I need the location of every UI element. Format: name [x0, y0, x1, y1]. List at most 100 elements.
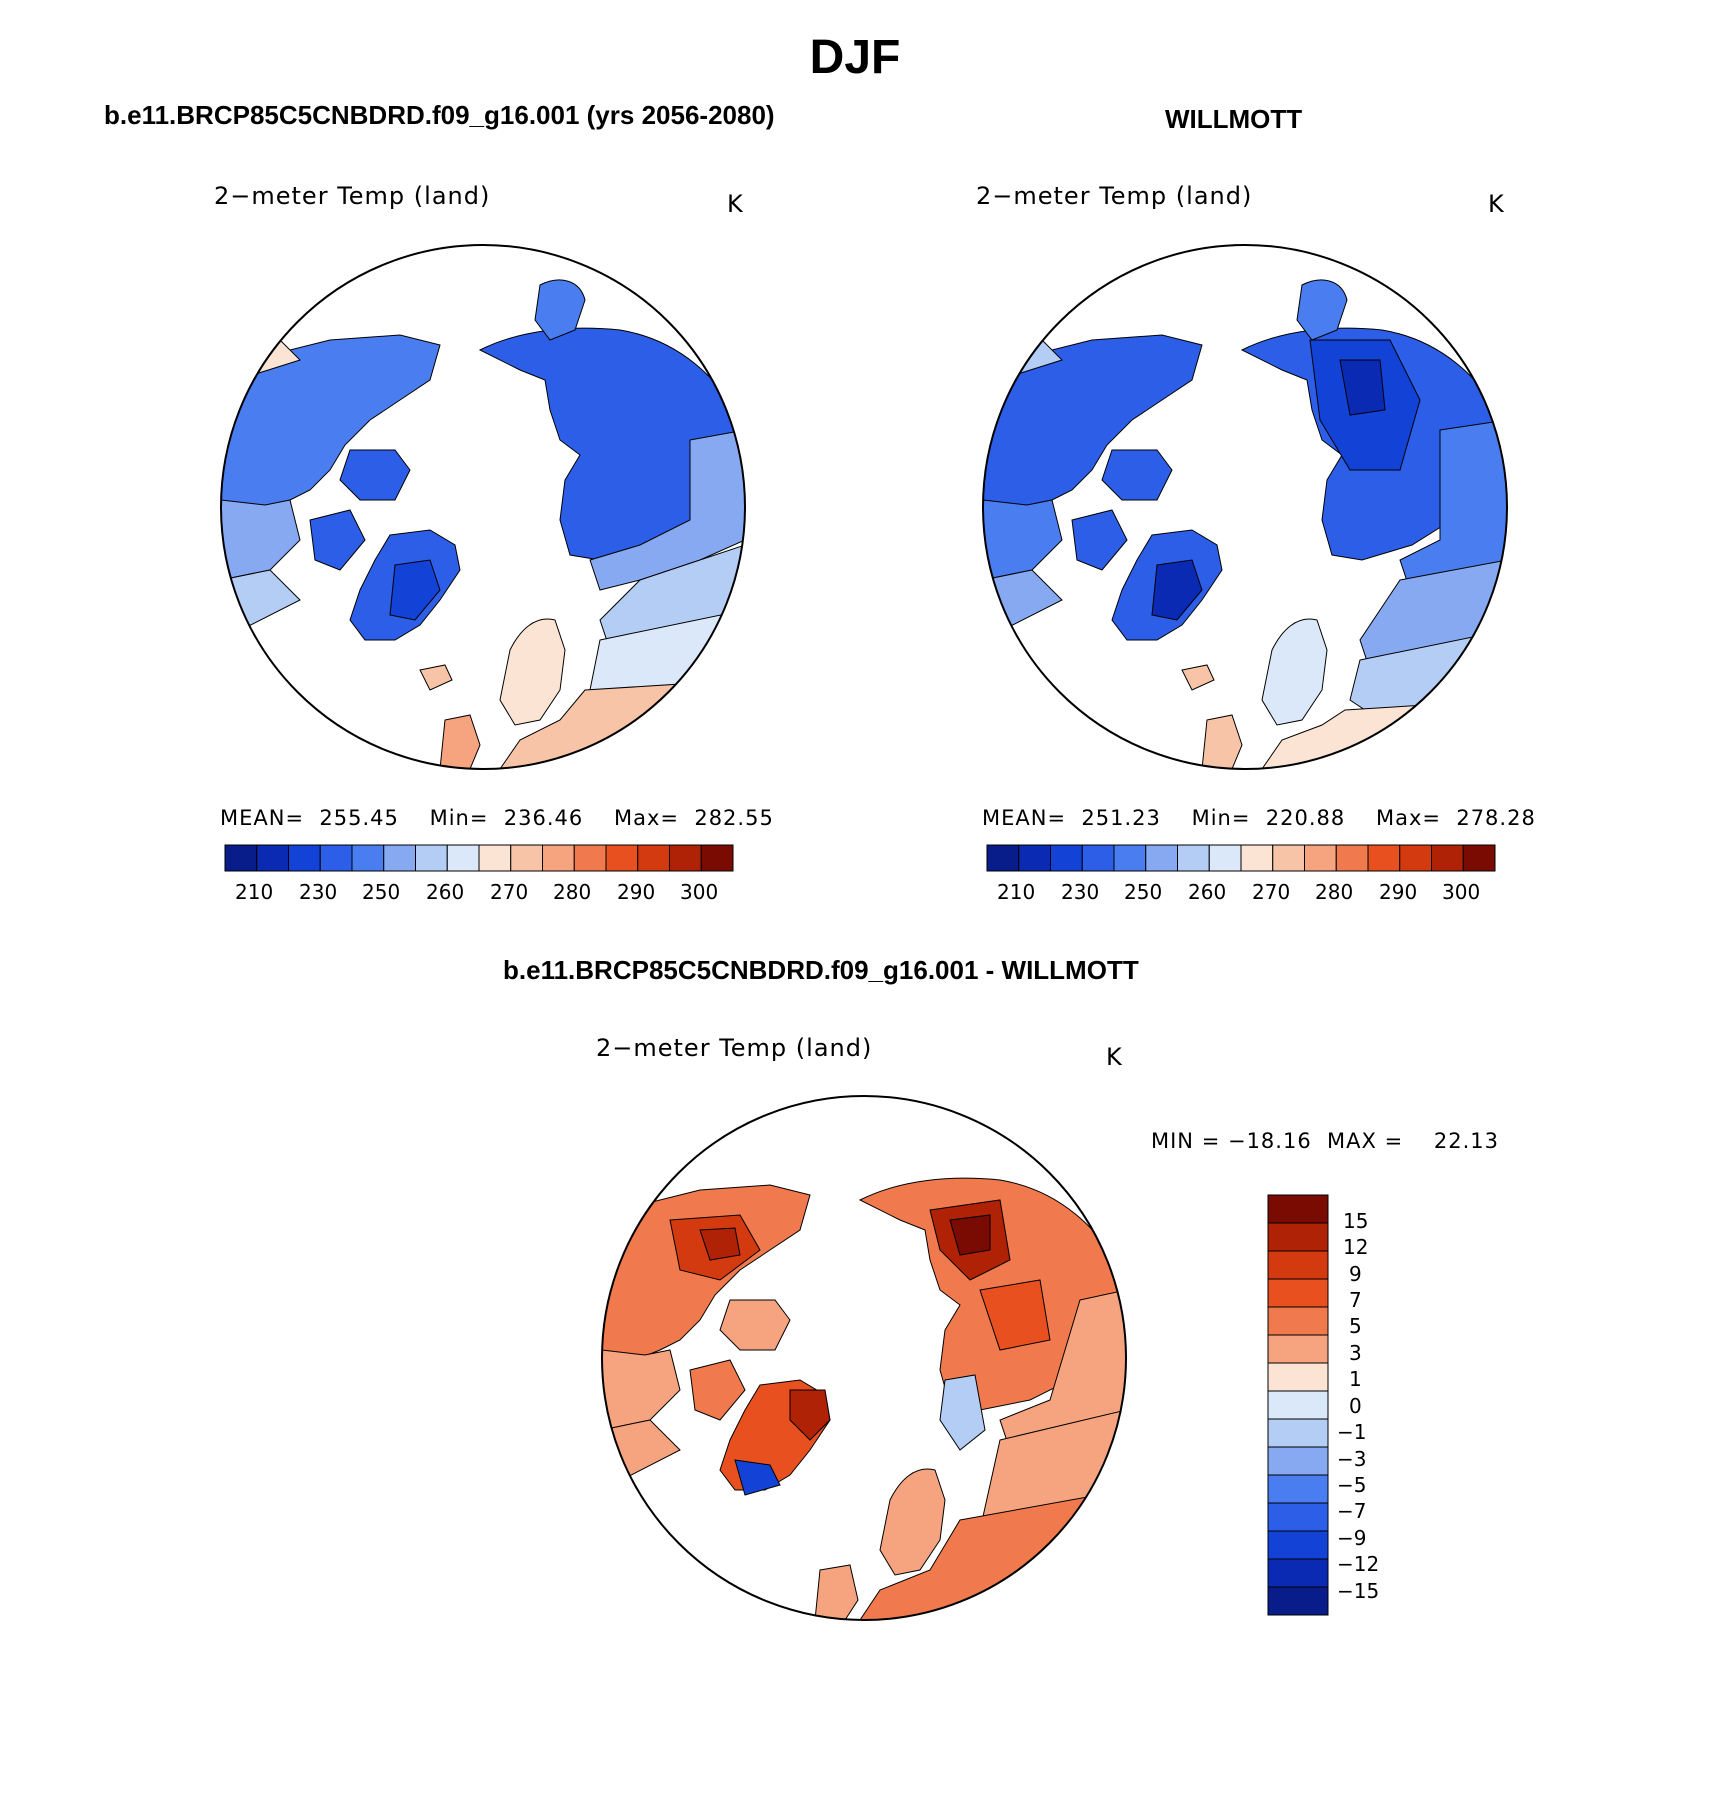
panel2-colorbar-tick: 300 [1442, 880, 1481, 904]
panel2-map-outline [982, 244, 1508, 770]
panel3-colorbar-tick: 12 [1343, 1235, 1369, 1259]
panel2-colorbar-tick: 250 [1124, 880, 1163, 904]
panel3-polar-map [602, 1096, 1126, 1620]
panel3-colorbar-tick: 3 [1349, 1341, 1362, 1365]
colorbar-swatch [1431, 844, 1464, 872]
panel1-units-label: K [727, 190, 744, 218]
colorbar-swatch [1267, 1362, 1329, 1392]
colorbar-swatch [351, 844, 385, 872]
colorbar-swatch [1267, 1194, 1329, 1224]
panel3-colorbar-tick: 7 [1349, 1288, 1362, 1312]
panel1-colorbar-tick: 300 [680, 880, 719, 904]
panel3-colorbar-tick: −7 [1337, 1499, 1367, 1523]
colorbar-swatch [1304, 844, 1337, 872]
colorbar-swatch [1177, 844, 1210, 872]
colorbar-swatch [1208, 844, 1242, 872]
colorbar-swatch [1267, 1502, 1329, 1532]
colorbar-swatch [510, 844, 543, 872]
colorbar-swatch [1267, 1474, 1329, 1504]
colorbar-swatch [669, 844, 702, 872]
panel3-colorbar-tick: −9 [1337, 1526, 1367, 1550]
panel1-case-title: b.e11.BRCP85C5CNBDRD.f09_g16.001 (yrs 20… [104, 100, 775, 130]
panel2-variable-label: 2−meter Temp (land) [976, 182, 1253, 210]
colorbar-swatch [319, 844, 353, 872]
colorbar-swatch [1267, 1222, 1329, 1252]
panel2-colorbar-tick: 260 [1188, 880, 1227, 904]
colorbar-swatch [1367, 844, 1401, 872]
colorbar-swatch [1145, 844, 1178, 872]
colorbar-swatch [1267, 1334, 1329, 1364]
panel1-colorbar-tick: 270 [490, 880, 529, 904]
colorbar-swatch [986, 844, 1020, 872]
colorbar-swatch [1462, 844, 1496, 872]
colorbar-swatch [1267, 1530, 1329, 1560]
panel2-colorbar-tick: 280 [1315, 880, 1354, 904]
colorbar-swatch [700, 844, 734, 872]
panel1-variable-label: 2−meter Temp (land) [214, 182, 491, 210]
colorbar-swatch [1272, 844, 1305, 872]
panel3-colorbar-tick: −15 [1337, 1579, 1380, 1603]
panel1-polar-map [221, 245, 745, 769]
panel3-variable-label: 2−meter Temp (land) [596, 1034, 873, 1062]
panel3-colorbar-tick: 5 [1349, 1314, 1362, 1338]
colorbar-swatch [224, 844, 258, 872]
colorbar-swatch [415, 844, 448, 872]
panel3-colorbar-tick: −1 [1337, 1420, 1367, 1444]
panel3-colorbar-tick: 1 [1349, 1367, 1362, 1391]
panel1-colorbar [224, 844, 734, 872]
colorbar-swatch [1267, 1250, 1329, 1280]
colorbar-swatch [1267, 1558, 1329, 1588]
panel3-colorbar [1267, 1194, 1329, 1616]
panel3-units-label: K [1106, 1043, 1123, 1071]
panel3-colorbar-tick: 9 [1349, 1262, 1362, 1286]
colorbar-swatch [605, 844, 639, 872]
colorbar-swatch [1267, 1586, 1329, 1616]
colorbar-swatch [1081, 844, 1115, 872]
colorbar-swatch [1018, 844, 1051, 872]
colorbar-swatch [1399, 844, 1432, 872]
colorbar-swatch [256, 844, 289, 872]
panel1-colorbar-tick: 280 [553, 880, 592, 904]
panel1-stats: MEAN= 255.45 Min= 236.46 Max= 282.55 [220, 806, 774, 830]
colorbar-swatch [1267, 1278, 1329, 1308]
panel3-colorbar-tick: −3 [1337, 1447, 1367, 1471]
panel1-colorbar-tick: 290 [617, 880, 656, 904]
panel3-case-title: b.e11.BRCP85C5CNBDRD.f09_g16.001 - WILLM… [503, 955, 1139, 985]
colorbar-swatch [1240, 844, 1274, 872]
panel2-case-title: WILLMOTT [1165, 104, 1303, 134]
panel3-colorbar-tick: −12 [1337, 1552, 1380, 1576]
panel3-map-outline [601, 1095, 1127, 1621]
panel2-colorbar-tick: 290 [1379, 880, 1418, 904]
colorbar-swatch [1267, 1418, 1329, 1448]
panel2-units-label: K [1488, 190, 1505, 218]
panel1-map-outline [220, 244, 746, 770]
panel1-colorbar-tick: 250 [362, 880, 401, 904]
colorbar-swatch [383, 844, 416, 872]
panel2-colorbar-tick: 270 [1252, 880, 1291, 904]
colorbar-swatch [1335, 844, 1369, 872]
panel3-stats: MIN = −18.16 MAX = 22.13 [1151, 1129, 1499, 1153]
panel1-colorbar-tick: 260 [426, 880, 465, 904]
colorbar-swatch [288, 844, 321, 872]
colorbar-swatch [446, 844, 480, 872]
colorbar-swatch [1267, 1306, 1329, 1336]
colorbar-swatch [1113, 844, 1147, 872]
colorbar-swatch [573, 844, 607, 872]
panel1-colorbar-tick: 210 [235, 880, 274, 904]
panel2-colorbar-tick: 210 [997, 880, 1036, 904]
panel2-stats: MEAN= 251.23 Min= 220.88 Max= 278.28 [982, 806, 1536, 830]
panel3-colorbar-tick: −5 [1337, 1473, 1367, 1497]
panel1-colorbar-tick: 230 [299, 880, 338, 904]
colorbar-swatch [1267, 1446, 1329, 1476]
panel2-polar-map [983, 245, 1507, 769]
panel3-colorbar-tick: 15 [1343, 1209, 1369, 1233]
season-title: DJF [809, 31, 901, 84]
panel2-colorbar [986, 844, 1496, 872]
colorbar-swatch [1050, 844, 1083, 872]
panel2-colorbar-tick: 230 [1061, 880, 1100, 904]
colorbar-swatch [478, 844, 512, 872]
colorbar-swatch [637, 844, 670, 872]
panel3-colorbar-tick: 0 [1349, 1394, 1362, 1418]
colorbar-swatch [542, 844, 575, 872]
